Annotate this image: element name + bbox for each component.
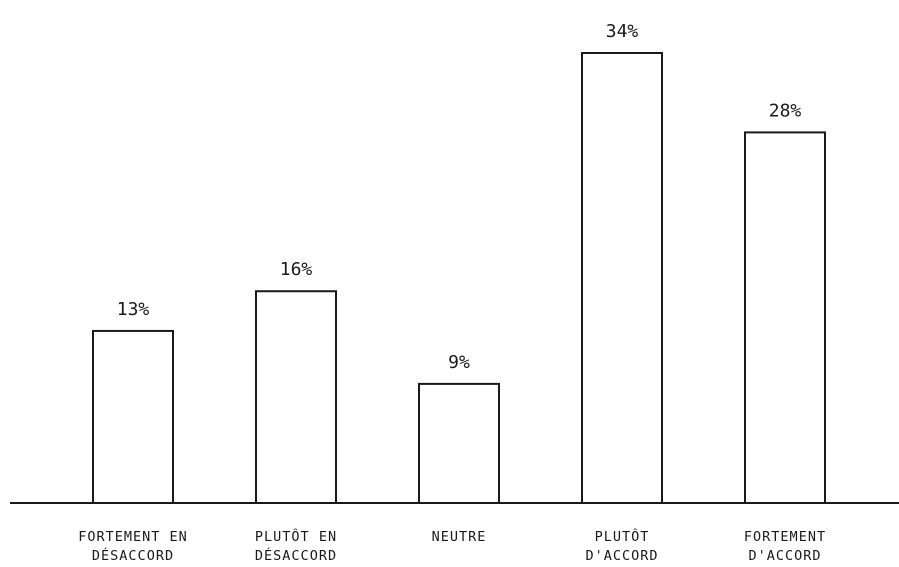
bars-layer [92,52,826,504]
category-label-line: FORTEMENT [744,529,826,545]
category-label-line: D'ACCORD [748,548,821,564]
category-label-line: PLUTÔT EN [255,527,337,545]
data-label-3: 9% [448,352,470,373]
data-label-2: 16% [280,259,313,280]
data-label-1: 13% [117,299,150,320]
bar-3 [418,382,500,504]
data-label-4: 34% [606,21,639,42]
category-label-line: PLUTÔT [595,527,650,545]
bar-5 [744,131,826,504]
category-label-line: FORTEMENT EN [78,529,188,545]
category-label-line: DÉSACCORD [92,547,174,564]
category-label-line: D'ACCORD [585,548,658,564]
category-labels-layer: FORTEMENT EN DÉSACCORD PLUTÔT EN DÉSACCORD N… [78,527,826,564]
category-label-2: PLUTÔT EN DÉSACCORD [255,527,337,564]
category-label-line: NEUTRE [432,529,487,545]
category-label-line: DÉSACCORD [255,547,337,564]
category-label-5: FORTEMENT D'ACCORD [744,529,826,564]
category-label-4: PLUTÔT D'ACCORD [585,527,658,564]
category-label-1: FORTEMENT EN DÉSACCORD [78,529,188,564]
bar-2 [255,290,337,504]
value-labels-layer: 13% 16% 9% 34% 28% [117,21,802,373]
data-label-5: 28% [769,100,802,121]
bar-4 [581,52,663,504]
bar-1 [92,329,174,504]
category-label-3: NEUTRE [432,529,487,545]
